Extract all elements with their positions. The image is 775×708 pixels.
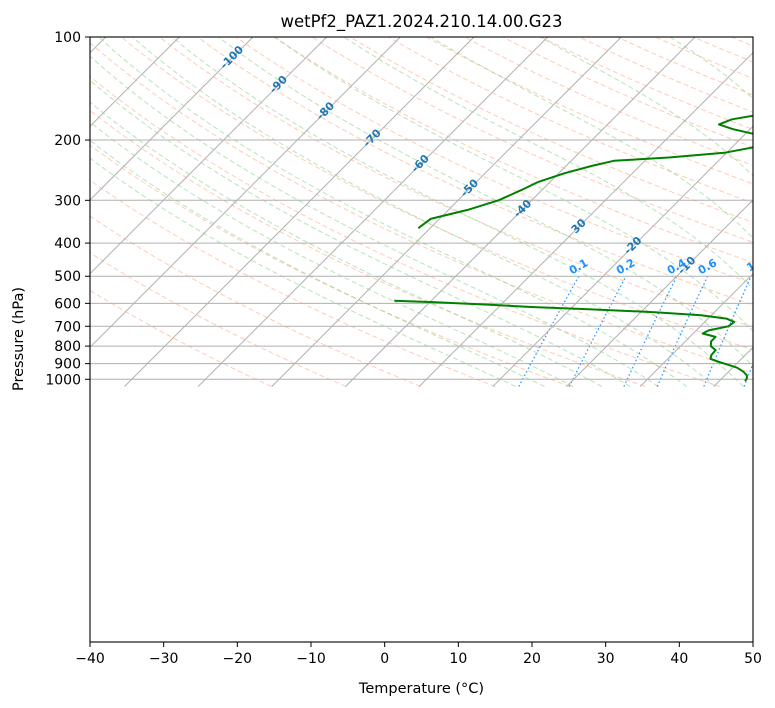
- moist-adiabat-line: [343, 37, 753, 290]
- dry-adiabat-line: [90, 252, 347, 387]
- moist-adiabat-line: [90, 79, 631, 387]
- y-tick-label: 300: [54, 193, 81, 209]
- isotherm-line: [90, 37, 254, 201]
- x-axis-label: Temperature (°C): [358, 681, 484, 697]
- x-tick-label: −40: [75, 651, 105, 667]
- dry-adiabat-line: [273, 37, 753, 264]
- dry-adiabat-line: [90, 179, 496, 387]
- isotherm-line: [566, 199, 753, 387]
- plot-frame: [89, 36, 754, 643]
- x-tick-label: 30: [597, 651, 615, 667]
- x-tick-label: −20: [223, 651, 253, 667]
- dry-adiabat-line: [90, 75, 720, 387]
- y-tick-label: 800: [54, 339, 81, 355]
- isotherm-line: [639, 272, 753, 387]
- y-tick-label: 400: [54, 236, 81, 252]
- isotherm-line: [418, 51, 753, 387]
- moist-adiabat-line: [90, 101, 603, 387]
- profile-series: [394, 114, 753, 382]
- chart-title: wetPf2_PAZ1.2024.210.14.00.G23: [280, 12, 562, 32]
- dry-adiabat-line: [197, 37, 753, 306]
- y-tick-label: 200: [54, 133, 81, 149]
- y-tick-label: 600: [54, 296, 81, 312]
- grid-lines: [90, 37, 753, 387]
- mixing-ratio-label: 1: [744, 259, 757, 274]
- axis-ticks: −40 −30 −20 −10 0 10 20 30 40 50 100 200 300 400 500 60…: [45, 30, 762, 667]
- isotherm-line: [90, 37, 180, 128]
- x-tick-label: 20: [523, 651, 541, 667]
- x-tick-label: −30: [149, 651, 179, 667]
- isotherm-line: [345, 37, 696, 387]
- dry-adiabat-line: [90, 109, 646, 387]
- y-tick-label: 700: [54, 319, 81, 335]
- dry-adiabat-line: [90, 42, 753, 374]
- mixing-ratio-line: [518, 275, 580, 387]
- moist-adiabat-line: [132, 37, 716, 387]
- x-tick-label: 10: [449, 651, 467, 667]
- dewpoint-profile-line: [394, 299, 748, 382]
- moist-adiabat-line: [430, 37, 753, 239]
- dry-adiabat-line: [90, 289, 272, 387]
- moist-adiabat-line: [90, 55, 659, 387]
- y-tick-label: 1000: [45, 372, 81, 388]
- dry-adiabats: [90, 37, 753, 387]
- isotherm-line: [197, 37, 549, 387]
- isotherm-line: [90, 37, 401, 349]
- mixing-ratio-lines: [518, 275, 753, 387]
- isotherm-line: [90, 37, 328, 275]
- x-tick-label: −10: [296, 651, 326, 667]
- dry-adiabat-line: [159, 37, 753, 328]
- x-tick-label: 40: [670, 651, 688, 667]
- dewpoint-upper-profile-line: [417, 114, 753, 229]
- y-axis-label: Pressure (hPa): [11, 287, 27, 391]
- mixing-ratio-line: [703, 275, 752, 387]
- y-tick-label: 500: [54, 269, 81, 285]
- x-tick-label: 0: [380, 651, 389, 667]
- dry-adiabat-line: [121, 37, 753, 351]
- x-tick-label: 50: [744, 651, 762, 667]
- isotherm-line: [271, 37, 622, 387]
- dry-adiabat-line: [235, 37, 753, 285]
- isotherm-line: [124, 37, 475, 387]
- mixing-ratio-line: [656, 275, 709, 387]
- y-tick-label: 900: [54, 357, 81, 373]
- moist-adiabat-line: [90, 157, 516, 387]
- dry-adiabat-line: [311, 37, 753, 243]
- isotherm-line: [492, 125, 753, 387]
- y-tick-label: 100: [54, 30, 81, 46]
